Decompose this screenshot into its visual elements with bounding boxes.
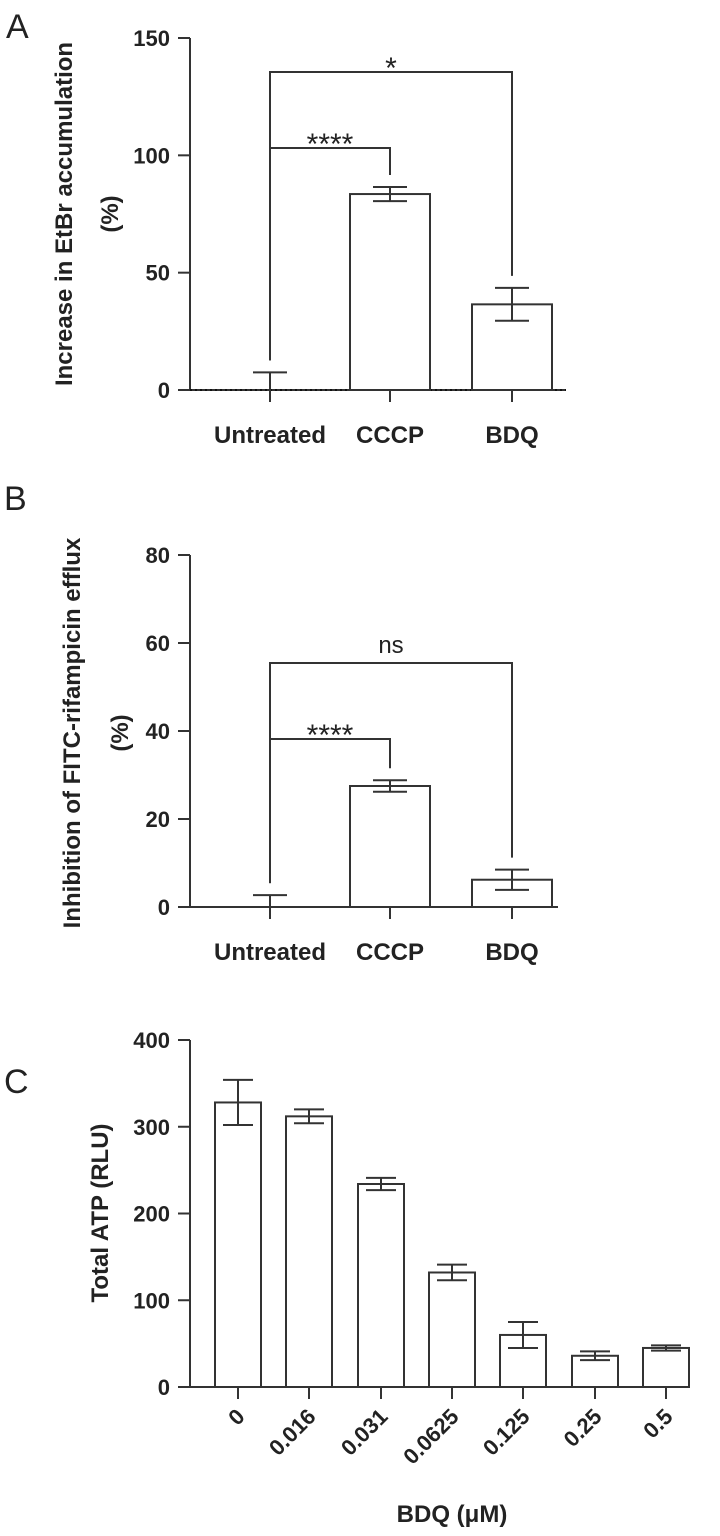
bar-6 [642,1346,690,1389]
bar-2 [357,1183,405,1388]
bar-1 [349,193,431,391]
y-axis-title: (%) [107,714,134,751]
chart-panel-c: C 0 100 200 300 400 0 0.016 0.031 0.0625 0.125 0.25… [4,1028,690,1528]
chart-panel-b: B 0 20 40 60 80 Untreated CCCP BDQ Inhibition of … [4,480,558,966]
x-tick-label: 0.25 [559,1404,607,1452]
y-tick-label: 50 [146,261,170,286]
panel-letter: C [4,1063,29,1101]
x-category-label: Untreated [214,422,326,449]
bar-1 [349,785,431,908]
significance-label: **** [307,128,354,161]
y-tick-label: 0 [158,895,170,920]
y-tick-label: 150 [133,26,170,51]
significance-label: * [385,52,397,85]
x-tick-label: 0.5 [638,1404,677,1443]
significance-label: ns [378,632,403,659]
x-category-label: CCCP [356,939,424,966]
y-tick-label: 0 [158,378,170,403]
panel-letter: A [6,8,29,46]
bar-3 [428,1271,476,1388]
x-tick-label: 0.0625 [398,1404,463,1469]
y-tick-label: 0 [158,1375,170,1400]
x-tick-label: 0.031 [336,1404,393,1461]
x-category-label: Untreated [214,939,326,966]
x-category-label: BDQ [485,939,538,966]
x-tick-label: 0.016 [264,1404,321,1461]
panel-letter: B [4,480,27,518]
y-tick-label: 60 [146,631,170,656]
significance-bracket [269,662,513,884]
bar-0 [214,1101,262,1388]
y-axis-title: Increase in EtBr accumulation [51,42,78,386]
significance-label: **** [307,719,354,752]
y-tick-label: 100 [133,1288,170,1313]
bar-1 [285,1115,333,1388]
x-axis-title: BDQ (μM) [397,1501,508,1528]
y-tick-label: 80 [146,543,170,568]
significance-bracket [269,71,513,361]
bar-2 [471,303,553,392]
y-tick-label: 300 [133,1115,170,1140]
bar-2 [471,878,553,908]
y-axis-title: Total ATP (RLU) [87,1123,114,1302]
y-tick-label: 100 [133,143,170,168]
x-category-label: BDQ [485,422,538,449]
y-tick-label: 400 [133,1028,170,1053]
y-tick-label: 20 [146,807,170,832]
chart-panel-a: A 0 50 100 150 Untreated CCCP BDQ Increase in Et… [6,8,566,449]
y-axis-title: Inhibition of FITC-rifampicin efflux [59,537,86,928]
y-tick-label: 40 [146,719,170,744]
x-category-label: CCCP [356,422,424,449]
y-axis-title: (%) [97,195,124,232]
x-tick-label: 0 [223,1404,249,1430]
x-tick-label: 0.125 [478,1404,535,1461]
y-tick-label: 200 [133,1202,170,1227]
